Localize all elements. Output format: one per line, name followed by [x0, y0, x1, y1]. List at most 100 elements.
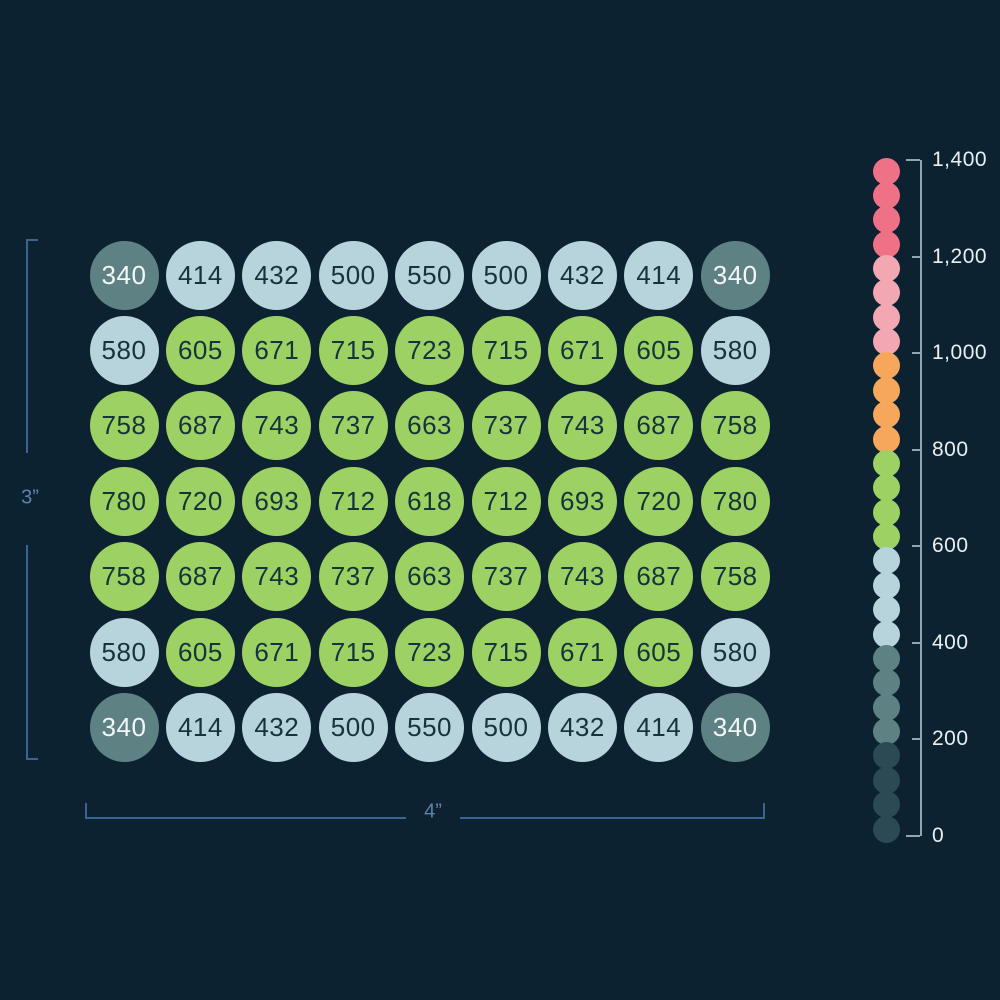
width-dimension-label: 4” — [424, 800, 442, 823]
grid-cell: 580 — [700, 617, 770, 687]
grid-cell: 723 — [395, 315, 465, 385]
legend-dot — [872, 669, 900, 697]
legend-dot — [872, 376, 900, 404]
grid-cell: 414 — [165, 692, 235, 762]
legend-dot — [872, 571, 900, 599]
grid-cell: 671 — [547, 315, 617, 385]
legend-axis-cap — [906, 835, 920, 837]
legend-axis-tick — [912, 352, 920, 354]
grid-cell: 432 — [242, 692, 312, 762]
legend-axis-tick — [912, 449, 920, 451]
grid-cell: 715 — [318, 617, 388, 687]
legend-dot — [872, 425, 900, 453]
legend-dot — [872, 620, 900, 648]
legend-dot — [872, 449, 900, 477]
grid-cell: 671 — [242, 617, 312, 687]
grid-cell: 715 — [471, 617, 541, 687]
grid-cell: 340 — [700, 240, 770, 310]
grid-cell: 550 — [395, 240, 465, 310]
legend-dot — [872, 181, 900, 209]
grid-cell: 737 — [471, 391, 541, 461]
grid-cell: 432 — [547, 240, 617, 310]
legend-dot — [872, 766, 900, 794]
grid-cell: 432 — [547, 692, 617, 762]
grid-cell: 743 — [242, 391, 312, 461]
legend-dot — [872, 157, 900, 185]
grid-cell: 758 — [89, 391, 159, 461]
height-dimension-cap-top — [26, 239, 38, 241]
grid-cell: 687 — [624, 391, 694, 461]
legend-axis-tick — [912, 642, 920, 644]
grid-cell: 605 — [624, 315, 694, 385]
axis-tick-label: 400 — [932, 630, 969, 654]
legend-dot — [872, 328, 900, 356]
grid-cell: 671 — [242, 315, 312, 385]
legend-dot — [872, 254, 900, 282]
grid-cell: 737 — [318, 391, 388, 461]
grid-cell: 500 — [318, 692, 388, 762]
axis-tick-label: 1,200 — [932, 244, 988, 268]
grid-cell: 340 — [89, 240, 159, 310]
axis-tick-label: 200 — [932, 727, 969, 751]
legend-dot — [872, 693, 900, 721]
legend-dot — [872, 279, 900, 307]
height-dimension-cap-bottom — [26, 758, 38, 760]
legend-dot — [872, 401, 900, 429]
axis-tick-label: 0 — [932, 824, 945, 847]
legend-dot — [872, 352, 900, 380]
axis-tick-label: 1,400 — [932, 148, 988, 171]
legend-dot — [872, 815, 900, 843]
width-dimension-line-right — [460, 817, 765, 819]
grid-cell: 758 — [700, 542, 770, 612]
grid-cell: 715 — [318, 315, 388, 385]
legend-dot — [872, 498, 900, 526]
grid-cell: 340 — [89, 692, 159, 762]
legend-dot — [872, 596, 900, 624]
grid-cell: 618 — [395, 466, 465, 536]
legend-axis-tick — [912, 256, 920, 258]
legend-dot — [872, 644, 900, 672]
legend-axis-line — [920, 160, 922, 836]
grid-cell: 605 — [165, 315, 235, 385]
grid-cell: 693 — [242, 466, 312, 536]
grid-cell: 340 — [700, 692, 770, 762]
grid-cell: 500 — [471, 240, 541, 310]
width-dimension-line-left — [85, 817, 406, 819]
grid-cell: 737 — [471, 542, 541, 612]
legend-dot — [872, 474, 900, 502]
legend-dot — [872, 303, 900, 331]
grid-cell: 414 — [624, 240, 694, 310]
grid-cell: 720 — [624, 466, 694, 536]
grid-cell: 712 — [471, 466, 541, 536]
grid-cell: 432 — [242, 240, 312, 310]
legend-dot — [872, 230, 900, 258]
grid-cell: 720 — [165, 466, 235, 536]
grid-cell: 414 — [624, 692, 694, 762]
grid-cell: 580 — [89, 315, 159, 385]
grid-cell: 663 — [395, 542, 465, 612]
grid-cell: 780 — [700, 466, 770, 536]
legend-dot — [872, 547, 900, 575]
legend-axis-tick — [912, 738, 920, 740]
legend-dot — [872, 718, 900, 746]
grid-cell: 500 — [471, 692, 541, 762]
grid-cell: 687 — [165, 391, 235, 461]
grid-cell: 737 — [318, 542, 388, 612]
grid-cell: 743 — [242, 542, 312, 612]
legend-dot — [872, 523, 900, 551]
grid-cell: 550 — [395, 692, 465, 762]
grid-cell: 780 — [89, 466, 159, 536]
grid-cell: 712 — [318, 466, 388, 536]
height-dimension-line-lower — [26, 545, 28, 760]
grid-cell: 605 — [165, 617, 235, 687]
grid-cell: 663 — [395, 391, 465, 461]
grid-cell: 758 — [89, 542, 159, 612]
grid-cell: 580 — [700, 315, 770, 385]
axis-tick-label: 600 — [932, 534, 969, 558]
legend-dot — [872, 791, 900, 819]
grid-cell: 500 — [318, 240, 388, 310]
height-dimension-line-upper — [26, 239, 28, 453]
legend-dot — [872, 206, 900, 234]
width-dimension-cap-right — [763, 803, 765, 819]
